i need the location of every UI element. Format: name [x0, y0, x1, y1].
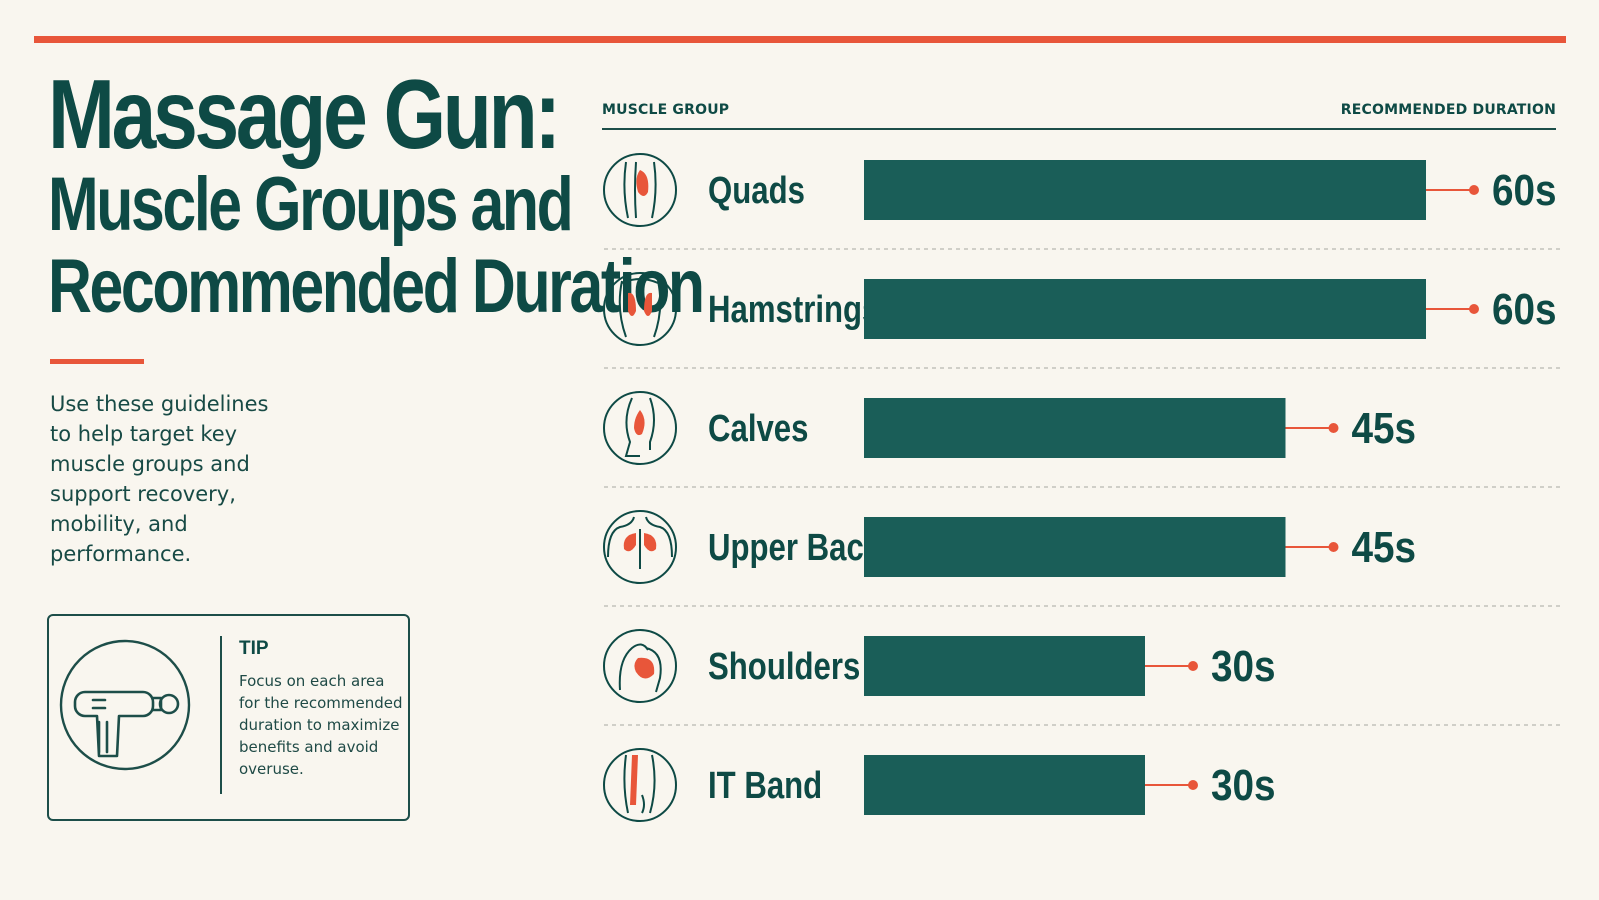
value-label-shoulders: 30s — [1211, 641, 1276, 691]
bar-shoulders — [864, 636, 1145, 696]
intro-text: Use these guidelines to help target key … — [50, 392, 269, 566]
bar-upper-back — [864, 517, 1286, 577]
connector-dot-shoulders — [1188, 661, 1198, 671]
top-accent-rule — [34, 36, 1566, 43]
connector-dot-quads — [1469, 185, 1479, 195]
value-label-upper-back: 45s — [1352, 522, 1417, 572]
muscle-icon-ring — [603, 153, 677, 227]
upper-back-icon — [607, 516, 673, 569]
muscle-icon-ring — [603, 748, 677, 822]
it-band-icon — [623, 754, 656, 814]
tip-box: TIP Focus on each area for the recommend… — [47, 614, 410, 821]
connector-dot-upper-back — [1328, 542, 1339, 552]
shoulders-icon — [618, 643, 662, 693]
category-label-calves: Calves — [708, 408, 808, 450]
quads-icon — [623, 161, 657, 219]
muscle-icon-ring — [603, 272, 677, 346]
category-label-upper-back: Upper Back — [708, 527, 882, 569]
connector-dot-hamstrings — [1469, 304, 1479, 314]
column-header-muscle-group: MUSCLE GROUP — [602, 102, 730, 118]
header-rule — [602, 128, 1556, 130]
muscle-icon-ring — [603, 391, 677, 465]
bar-it-band — [864, 755, 1145, 815]
value-label-quads: 60s — [1492, 165, 1557, 215]
column-header-duration: RECOMMENDED DURATION — [1340, 102, 1556, 118]
category-label-shoulders: Shoulders — [708, 646, 860, 688]
muscle-icon-ring — [603, 629, 677, 703]
connector-dot-it-band — [1188, 780, 1198, 790]
muscle-icon-ring — [603, 510, 677, 584]
category-label-quads: Quads — [708, 170, 805, 212]
value-label-hamstrings: 60s — [1492, 284, 1557, 334]
bar-calves — [864, 398, 1286, 458]
calves-icon — [624, 397, 655, 457]
massage-gun-icon — [59, 634, 191, 781]
category-label-hamstrings: Hamstrings — [708, 289, 879, 331]
value-label-it-band: 30s — [1211, 760, 1276, 810]
value-label-calves: 45s — [1352, 403, 1417, 453]
category-label-it-band: IT Band — [708, 765, 822, 807]
tip-divider — [220, 636, 222, 794]
hamstrings-icon — [618, 278, 662, 338]
title-accent-rule — [50, 359, 144, 364]
bar-quads — [864, 160, 1426, 220]
tip-text: Focus on each area for the recommended d… — [239, 672, 403, 778]
tip-title: TIP — [239, 638, 269, 659]
connector-dot-calves — [1328, 423, 1339, 433]
bar-hamstrings — [864, 279, 1426, 339]
